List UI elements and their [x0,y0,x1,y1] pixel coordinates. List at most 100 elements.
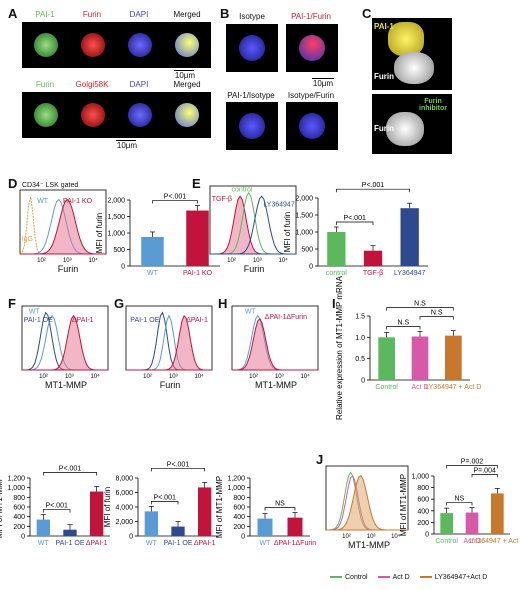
micro-label: PAI-1 [35,10,55,19]
y-tick-label: 1,500 [295,213,313,220]
x-tick-label: 10³ [253,258,262,264]
bar-chart-i: 0 0.5 1.0 1.5 Relative expression of MT1-MMP… [335,275,481,420]
significance-bracket [471,474,498,478]
micro-label: Golgi58K [75,80,109,89]
x-tick-label: 10³ [275,374,284,380]
category-label: control [326,270,347,277]
panel-label-f: F [8,296,16,311]
x-axis-label: MT1-MMP [255,380,297,390]
category-label: PAI-1 OE [163,540,192,547]
category-label: TGF-β [363,270,383,277]
significance-label: P=.004 [473,467,495,474]
panel-label-h: H [218,296,228,311]
y-axis-label: MFI of furin [283,212,292,252]
y-tick-label: 0 [21,534,25,541]
legend-item: LY364947+Act D [419,574,487,581]
scale-label: 10μm [312,79,334,88]
bar-chart-e: 0 500 1,000 1,500 2,000 MFI of furin control TG… [283,182,428,277]
bar [378,337,395,380]
x-axis-label: MT1-MMP [45,380,87,390]
histogram-label: WT [37,198,49,205]
bar [327,232,346,266]
y-tick-label: 1,200 [227,476,245,483]
micro-label: Isotype [239,12,265,21]
legend-item: Act D [377,574,410,581]
bar [465,512,479,534]
dapi-image [116,92,164,138]
category-label: LY364947 + Act D [425,384,481,391]
furin-image [22,92,70,138]
category-label: Act D [463,538,480,545]
category-label: PAI-1 OE [55,540,84,547]
y-tick-label: 600 [233,505,245,512]
significance-bracket [419,316,454,320]
significance-bracket [386,307,454,311]
y-tick-label: 8,000 [115,476,133,483]
bar [411,336,429,380]
bar [400,208,419,266]
y-tick-label: 2,000 [295,196,313,203]
bar [440,513,453,534]
dapi-image [116,22,164,68]
histogram-label: PAI-1 OE [24,317,53,324]
isotype-furin-image [286,102,338,150]
histogram-label: ΔPAI-1 [72,317,94,324]
structure-label: Furin [374,124,394,133]
y-tick-label: 800 [233,495,245,502]
x-tick-label: 10² [39,374,48,380]
micro-label: PAI-1/Furin [291,12,331,21]
panel-label-g: G [114,296,125,311]
y-tick-label: 500 [301,247,313,254]
significance-label: P<.001 [153,494,175,501]
bar [141,236,164,266]
bar [144,511,158,536]
y-tick-label: 400 [13,514,25,521]
y-tick-label: 0 [309,264,313,271]
y-tick-label: 600 [13,505,25,512]
gate-label: CD34⁻ LSK gated [22,182,79,189]
histogram-label: PAI-1 OE [130,317,159,324]
x-axis-label: MT1-MMP [348,540,390,550]
x-tick-label: 10² [249,374,258,380]
category-label: LY364947 [394,270,426,277]
category-label: ΔPAI-1ΔFurin [274,540,316,547]
bar [186,210,209,266]
category-label: ΔPAI-1 [86,540,108,547]
isotype-image [226,24,278,72]
scale-label: 10μm [116,141,138,150]
structure-image-bottom: Furin inhibitor Furin [372,94,452,154]
histogram-curve [22,314,108,371]
category-label: PAI-1 KO [183,270,213,277]
pai1-furin-image [286,24,338,72]
histogram-g: PAI-1 OE ΔPAI-1 10² 10³ 10⁴ [125,305,213,380]
significance-bracket [150,468,206,472]
histogram-label: IgG [22,236,33,243]
histogram-label: ΔPAI-1ΔFurin [265,314,307,321]
y-tick-label: 0 [425,532,429,539]
legend-item: Control [330,574,368,581]
y-axis-label: MFI of furin [103,487,112,527]
significance-bracket [42,509,71,513]
x-tick-label: 10⁴ [194,373,204,380]
structure-label: Furin inhibitor [419,98,447,112]
panel-label-e: E [192,176,201,191]
histogram-j: 10² 10³ 10⁴ [325,465,409,540]
bar [363,250,383,266]
bar [171,526,185,536]
category-label: Act D [411,384,428,391]
bar [445,335,462,380]
structure-label: PAI-1 [374,22,394,31]
histogram-label: PAI-1 KO [63,198,93,205]
y-tick-label: 2,000 [115,519,133,526]
x-tick-label: 10⁴ [278,257,288,264]
panel-label-a: A [8,6,18,21]
significance-label: N.S [397,319,409,326]
y-tick-label: 1,000 [411,474,429,481]
bar [198,487,212,536]
x-tick-label: 10⁴ [90,373,100,380]
histogram-label: ΔPAI-1 [186,317,208,324]
merged-image [163,92,211,138]
structure-label: Furin [374,72,394,81]
pai1-isotype-image [226,102,278,150]
